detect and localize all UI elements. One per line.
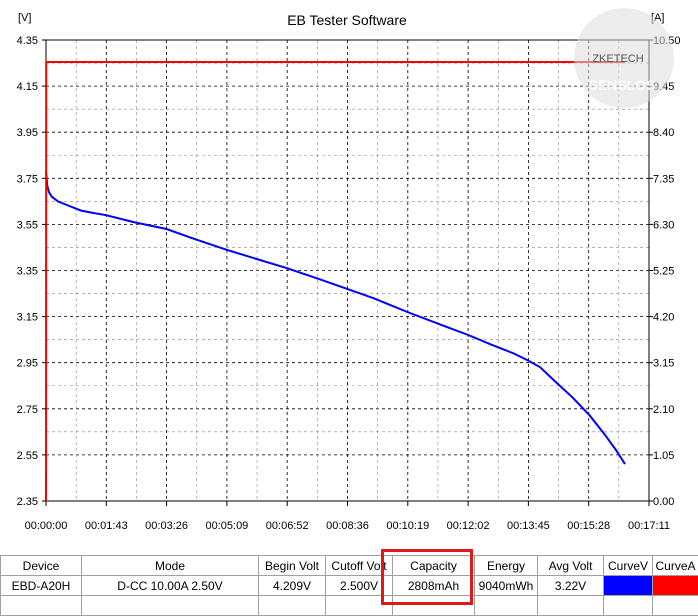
y-right-tick-label: 1.05: [653, 450, 674, 462]
y-right-tick-label: 8.40: [653, 127, 674, 139]
x-tick-label: 00:00:00: [25, 520, 68, 532]
y-left-tick-label: 3.95: [17, 127, 38, 139]
header-energy: Energy: [475, 556, 538, 576]
header-curve-a: CurveA: [653, 556, 698, 576]
series-line-curvev: [46, 171, 625, 464]
x-tick-label: 00:17:11: [628, 520, 670, 532]
y-right-tick-label: 3.15: [653, 358, 674, 370]
y-left-tick-label: 2.75: [17, 404, 38, 416]
curve-v-color-swatch[interactable]: [604, 576, 653, 596]
header-begin-volt: Begin Volt: [259, 556, 326, 576]
cell-device: EBD-A20H: [1, 576, 82, 596]
left-axis-unit: [V]: [18, 12, 31, 24]
x-tick-label: 00:08:36: [326, 520, 369, 532]
x-tick-label: 00:05:09: [205, 520, 248, 532]
y-right-tick-label: 4.20: [653, 312, 674, 324]
chart-title: EB Tester Software: [287, 12, 407, 28]
y-right-tick-label: 6.30: [653, 219, 674, 231]
x-tick-label: 00:10:19: [386, 520, 429, 532]
y-right-tick-label: 7.35: [653, 173, 674, 185]
y-right-tick-label: 0.00: [653, 496, 674, 508]
header-avg-volt: Avg Volt: [538, 556, 604, 576]
brand-watermark: ZKETECH SENSLOS: [572, 2, 676, 122]
watermark-sub: SENSLOS: [589, 77, 656, 93]
y-right-tick-label: 5.25: [653, 266, 674, 278]
stats-header-row: Device Mode Begin Volt Cutoff Volt Capac…: [1, 556, 698, 576]
stats-data-row[interactable]: EBD-A20H D-CC 10.00A 2.50V 4.209V 2.500V…: [1, 576, 698, 596]
capacity-highlight-box: [381, 549, 473, 605]
series-layer: [46, 62, 625, 501]
header-device: Device: [1, 556, 82, 576]
y-left-tick-label: 3.75: [17, 173, 38, 185]
cell-energy: 9040mWh: [475, 576, 538, 596]
x-tick-label: 00:13:45: [507, 520, 550, 532]
y-left-tick-label: 4.35: [17, 35, 38, 47]
stats-empty-row: [1, 596, 698, 616]
cell-avg-volt: 3.22V: [538, 576, 604, 596]
header-mode: Mode: [82, 556, 259, 576]
series-line-curvea: [46, 62, 625, 501]
chart-grid: [46, 40, 649, 501]
cell-begin-volt: 4.209V: [259, 576, 326, 596]
y-left-tick-label: 4.15: [17, 81, 38, 93]
x-tick-label: 00:06:52: [266, 520, 309, 532]
curve-a-color-swatch[interactable]: [653, 576, 698, 596]
x-tick-label: 00:15:28: [567, 520, 610, 532]
y-left-tick-label: 2.55: [17, 450, 38, 462]
y-left-tick-label: 3.15: [17, 312, 38, 324]
y-left-tick-label: 3.35: [17, 266, 38, 278]
watermark-brand: ZKETECH: [592, 53, 643, 65]
y-left-tick-label: 2.95: [17, 358, 38, 370]
x-tick-label: 00:01:43: [85, 520, 128, 532]
y-left-tick-label: 2.35: [17, 496, 38, 508]
y-left-tick-label: 3.55: [17, 219, 38, 231]
x-tick-label: 00:12:02: [447, 520, 490, 532]
y-right-tick-label: 2.10: [653, 404, 674, 416]
stats-table: Device Mode Begin Volt Cutoff Volt Capac…: [0, 555, 698, 616]
cell-mode: D-CC 10.00A 2.50V: [82, 576, 259, 596]
header-curve-v: CurveV: [604, 556, 653, 576]
x-tick-label: 00:03:26: [145, 520, 188, 532]
